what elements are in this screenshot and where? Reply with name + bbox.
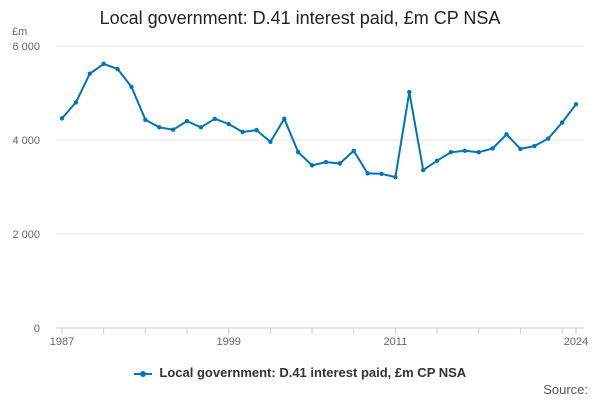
data-point (295, 150, 301, 155)
y-tick-label: 0 (34, 323, 40, 335)
data-point (379, 171, 384, 177)
y-tick-label: 4 000 (12, 135, 40, 147)
legend-series-swatch (133, 368, 152, 380)
source-label: Source: (543, 382, 588, 397)
data-point (115, 66, 120, 72)
data-point (490, 146, 495, 151)
data-point (434, 158, 440, 163)
data-point (518, 146, 523, 152)
data-point (268, 139, 273, 145)
data-point (407, 89, 412, 95)
data-point (337, 161, 343, 166)
data-point (420, 167, 426, 173)
series-line (61, 62, 577, 179)
x-tick-label: 1987 (50, 336, 74, 348)
data-point (546, 136, 551, 141)
data-point (198, 125, 204, 130)
legend[interactable]: Local government: D.41 interest paid, £m… (0, 365, 600, 380)
data-point (226, 121, 231, 127)
data-point (184, 119, 190, 124)
data-point (559, 120, 565, 125)
data-point (365, 171, 370, 176)
data-point (240, 129, 245, 135)
x-tick-label: 1999 (216, 336, 240, 348)
data-point (532, 143, 537, 149)
data-point (393, 174, 398, 180)
data-point (351, 148, 356, 154)
y-tick-label: 6 000 (12, 41, 40, 53)
data-point (309, 163, 315, 168)
data-point (254, 127, 259, 133)
data-point (87, 71, 92, 76)
data-point (504, 132, 509, 137)
data-point (462, 148, 468, 154)
data-point (170, 127, 176, 132)
data-point (323, 159, 329, 165)
data-point (282, 116, 287, 122)
y-tick-label: 2 000 (12, 229, 40, 241)
data-point (448, 150, 454, 155)
data-point (157, 125, 162, 130)
data-point (129, 84, 134, 90)
y-axis-unit-label: £m (12, 26, 28, 38)
x-tick-label: 2024 (564, 336, 588, 348)
data-point (573, 102, 579, 107)
data-point (59, 116, 65, 121)
legend-series-label: Local government: D.41 interest paid, £m… (159, 365, 467, 380)
data-point (73, 100, 79, 105)
chart-title: Local government: D.41 interest paid, £m… (99, 8, 501, 28)
x-tick-label: 2011 (384, 336, 408, 348)
data-point (476, 150, 481, 155)
data-point (212, 116, 218, 122)
data-point (101, 61, 106, 67)
data-point (143, 117, 148, 122)
